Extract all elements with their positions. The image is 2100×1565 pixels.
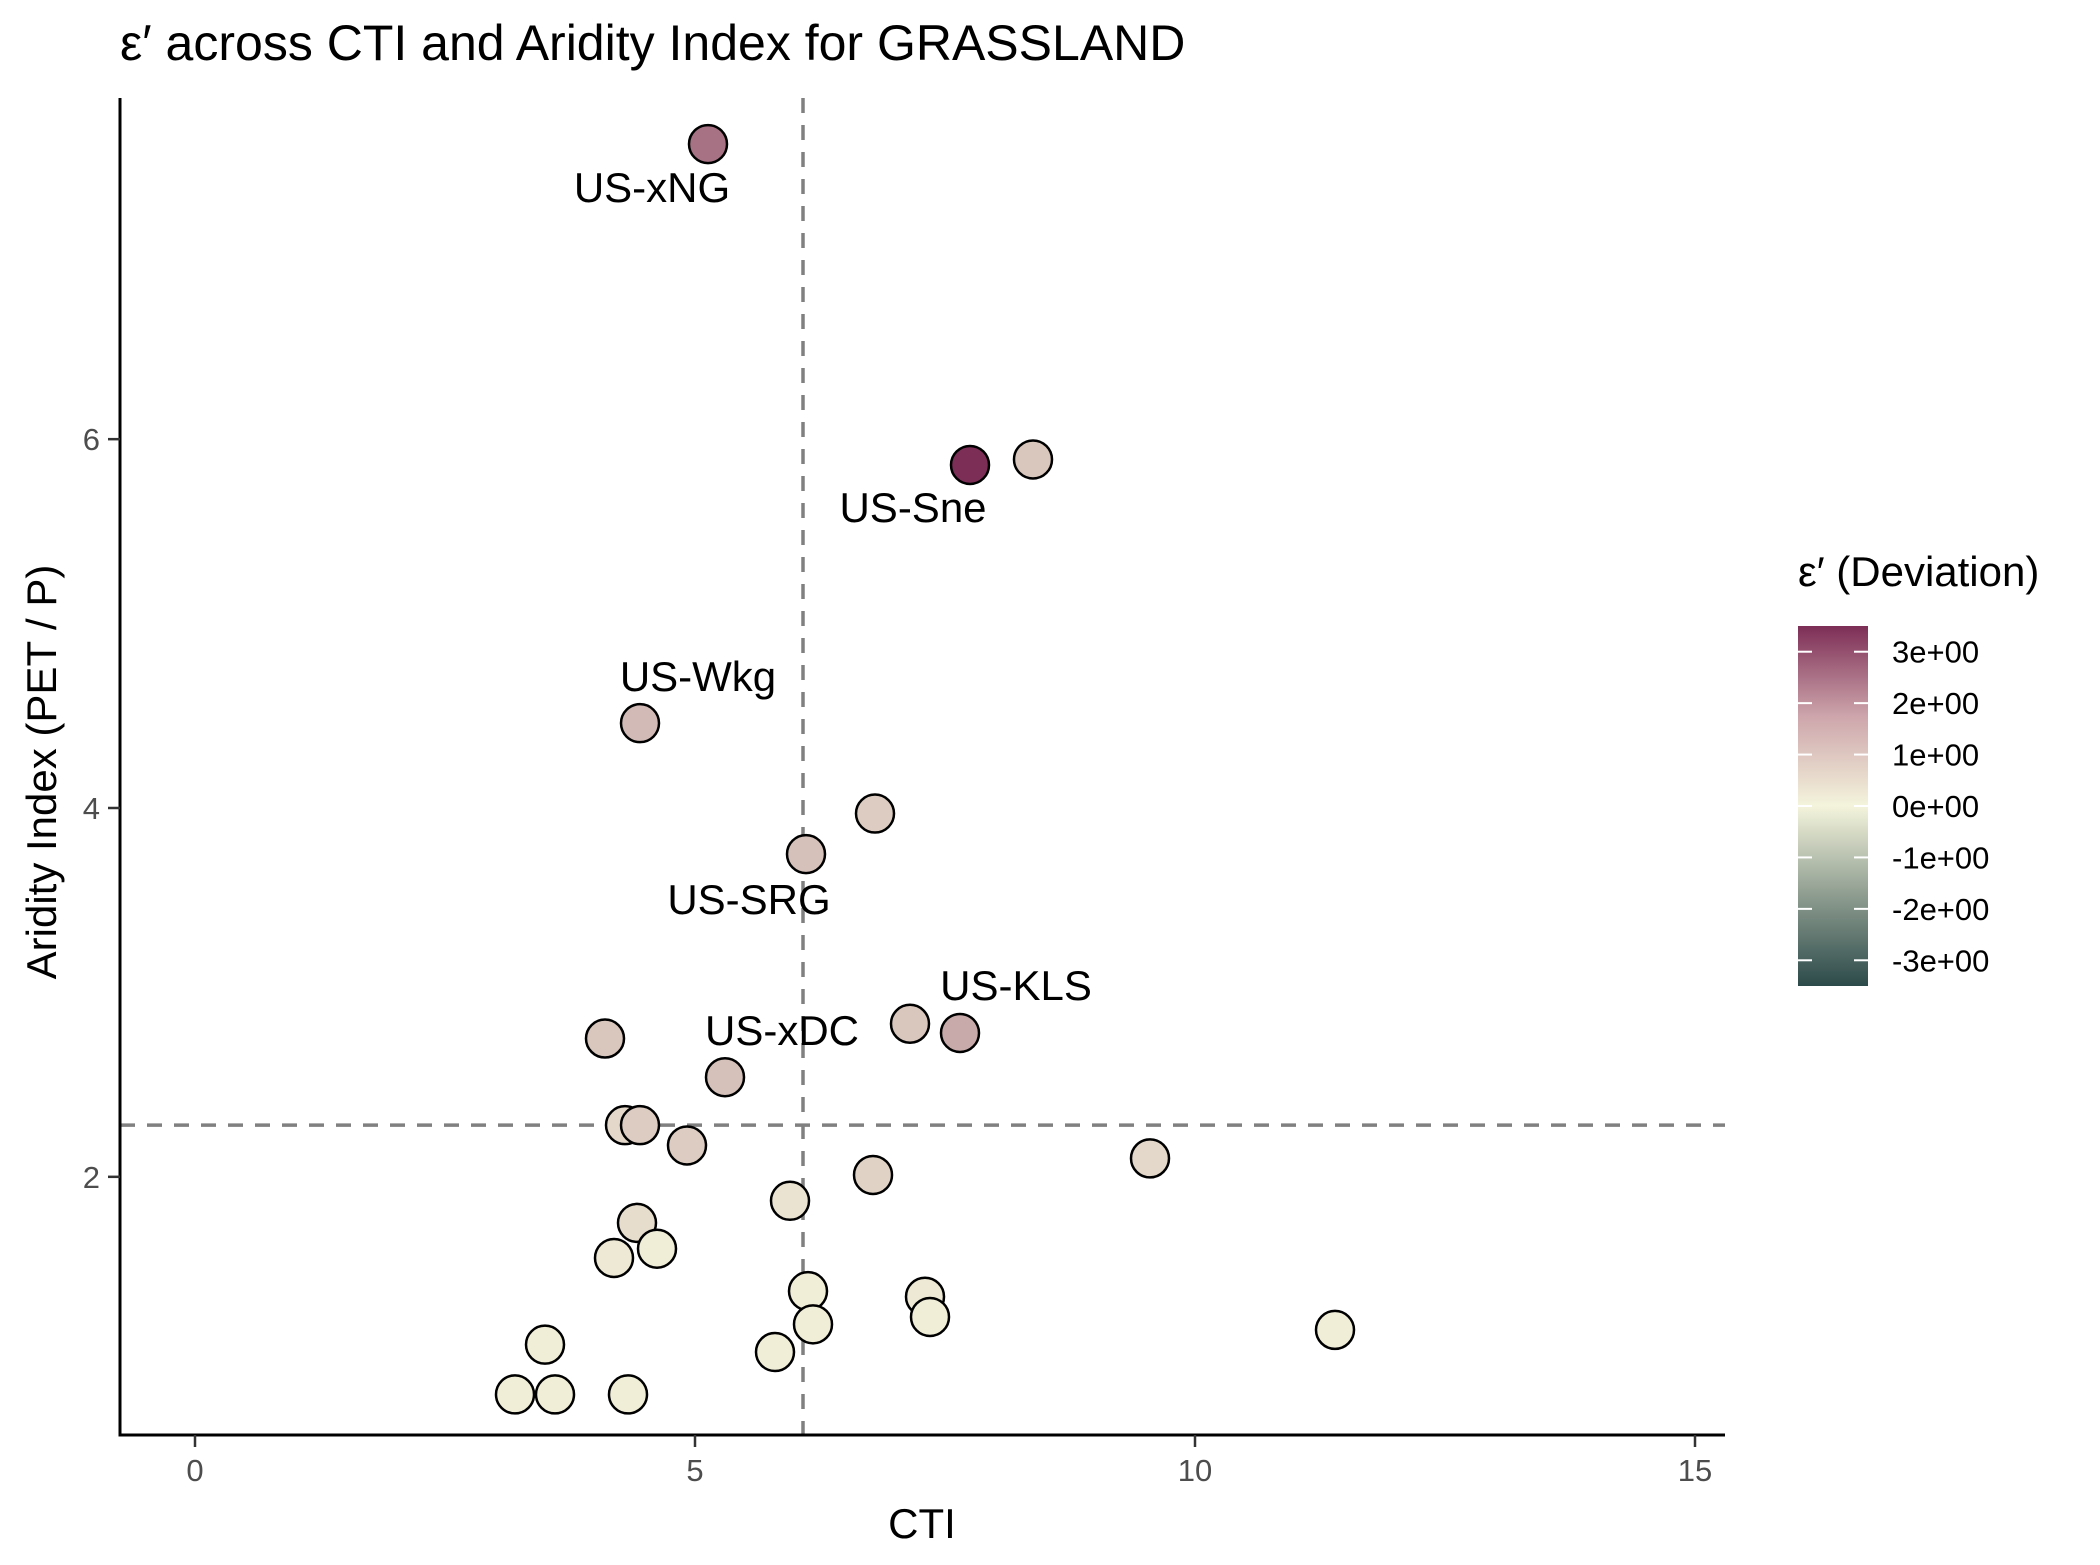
- data-point: [584, 1018, 626, 1059]
- data-point: [949, 444, 991, 486]
- data-point: [619, 1104, 661, 1146]
- data-point: [939, 1012, 981, 1054]
- colorbar-tick-label: -1e+00: [1892, 840, 1989, 875]
- point-label: US-xNG: [574, 164, 730, 211]
- data-point: [666, 1125, 708, 1166]
- y-axis-title: Aridity Index (PET / P): [18, 565, 65, 980]
- x-tick-label: 0: [186, 1453, 203, 1488]
- data-points: [494, 123, 1356, 1415]
- data-point: [1314, 1309, 1356, 1351]
- data-point: [1012, 439, 1054, 480]
- data-point: [1129, 1138, 1171, 1179]
- chart-title: ε′ across CTI and Aridity Index for GRAS…: [120, 15, 1185, 71]
- point-label: US-Sne: [839, 484, 986, 531]
- reference-lines: [120, 98, 1725, 1435]
- data-point: [792, 1304, 834, 1345]
- data-point: [704, 1056, 746, 1098]
- y-tick-label: 6: [83, 422, 100, 457]
- point-label: US-Wkg: [620, 653, 776, 700]
- data-point: [854, 793, 896, 834]
- legend-title: ε′ (Deviation): [1798, 548, 2039, 595]
- point-label: US-KLS: [940, 962, 1092, 1009]
- data-point: [534, 1374, 576, 1415]
- data-point: [909, 1296, 951, 1338]
- colorbar-tick-label: -2e+00: [1892, 892, 1989, 927]
- color-legend: ε′ (Deviation) 3e+00 2e+00 1e+00 0e+00 -1e+0…: [1798, 548, 2039, 986]
- data-point: [524, 1324, 566, 1365]
- x-tick-label: 5: [686, 1453, 703, 1488]
- point-label: US-SRG: [667, 876, 830, 923]
- data-point: [769, 1180, 811, 1222]
- point-labels: US-xNG US-Sne US-Wkg US-SRG US-KLS US-xDC: [574, 164, 1092, 1054]
- colorbar-tick-label: 1e+00: [1892, 738, 1979, 773]
- data-point: [687, 123, 729, 165]
- y-tick-label: 4: [83, 791, 100, 826]
- data-point: [889, 1003, 931, 1045]
- colorbar-ticks: 3e+00 2e+00 1e+00 0e+00 -1e+00 -2e+00 -3e+00: [1798, 635, 1989, 978]
- data-point: [754, 1331, 796, 1373]
- data-point: [852, 1154, 894, 1196]
- x-tick-label: 10: [1178, 1453, 1212, 1488]
- data-point: [619, 702, 661, 744]
- data-point: [787, 1270, 829, 1312]
- data-point: [494, 1374, 536, 1415]
- data-point: [636, 1228, 678, 1269]
- data-point: [593, 1237, 635, 1279]
- colorbar-tick-label: 3e+00: [1892, 635, 1979, 670]
- y-tick-label: 2: [83, 1160, 100, 1195]
- data-point: [785, 833, 827, 875]
- x-axis-title: CTI: [888, 1500, 956, 1547]
- point-label: US-xDC: [705, 1007, 859, 1054]
- colorbar-tick-label: -3e+00: [1892, 943, 1989, 978]
- axes: 0 5 10 15 2 4 6: [83, 98, 1725, 1488]
- colorbar-tick-label: 2e+00: [1892, 686, 1979, 721]
- data-point: [607, 1374, 649, 1415]
- x-tick-label: 15: [1678, 1453, 1712, 1488]
- colorbar-tick-label: 0e+00: [1892, 789, 1979, 824]
